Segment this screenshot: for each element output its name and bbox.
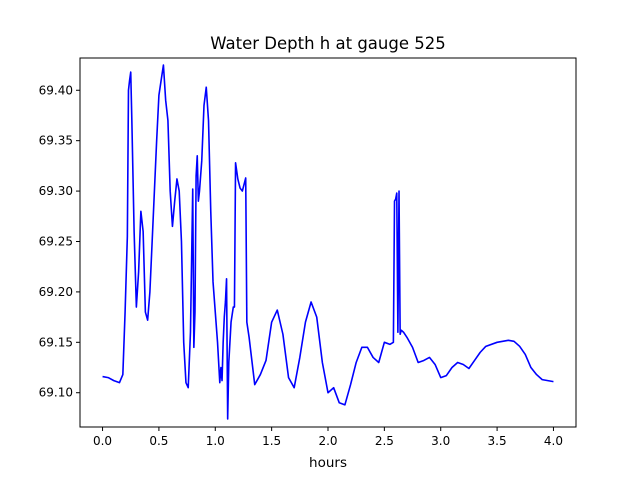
- chart-title: Water Depth h at gauge 525: [210, 34, 445, 53]
- x-tick-label: 0.5: [149, 434, 168, 448]
- x-tick-label: 4.0: [544, 434, 563, 448]
- x-tick-label: 1.0: [206, 434, 225, 448]
- x-axis-label: hours: [309, 455, 347, 471]
- x-tick-label: 3.0: [431, 434, 450, 448]
- y-tick-label: 69.30: [39, 184, 73, 198]
- y-tick-label: 69.35: [39, 134, 73, 148]
- series-line-0: [102, 64, 554, 420]
- x-tick-label: 2.0: [318, 434, 337, 448]
- y-tick-label: 69.20: [39, 285, 73, 299]
- x-axis-ticks: 0.0 0.5 1.0 1.5 2.0 2.5 3.0 3.5 4.0: [93, 427, 563, 448]
- x-tick-label: 0.0: [93, 434, 112, 448]
- x-tick-label: 2.5: [375, 434, 394, 448]
- y-axis-ticks: 69.10 69.15 69.20 69.25 69.30 69.35 69.40: [39, 83, 80, 400]
- x-tick-label: 1.5: [262, 434, 281, 448]
- y-tick-label: 69.15: [39, 335, 73, 349]
- y-tick-label: 69.25: [39, 234, 73, 248]
- y-tick-label: 69.10: [39, 386, 73, 400]
- y-tick-label: 69.40: [39, 83, 73, 97]
- x-tick-label: 3.5: [488, 434, 507, 448]
